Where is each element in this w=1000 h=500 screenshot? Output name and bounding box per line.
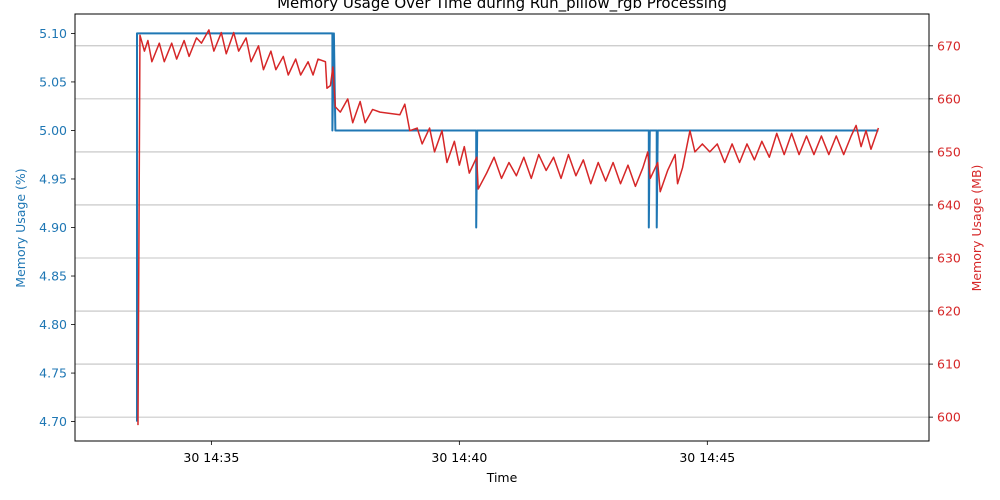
y-right-tick-label: 600: [937, 410, 961, 425]
y-axis-left-label: Memory Usage (%): [13, 168, 28, 287]
y-left-tick-label: 4.85: [39, 269, 67, 284]
y-right-tick-label: 660: [937, 91, 961, 106]
y-left-tick-label: 4.80: [39, 317, 67, 332]
x-tick-label: 30 14:45: [679, 450, 735, 465]
x-axis: 30 14:35 30 14:40 30 14:45: [183, 441, 735, 465]
y-right-tick-label: 620: [937, 304, 961, 319]
y-left-tick-label: 4.90: [39, 220, 67, 235]
chart-title: Memory Usage Over Time during Run_pillow…: [277, 0, 727, 13]
y-right-tick-label: 640: [937, 197, 961, 212]
y-right-tick-label: 650: [937, 144, 961, 159]
x-tick-label: 30 14:40: [431, 450, 487, 465]
y-right-tick-label: 670: [937, 38, 961, 53]
y-right-tick-label: 610: [937, 357, 961, 372]
series-mb-group: [137, 29, 880, 426]
y-axis-right: 600 610 620 630 640 650 660 670: [929, 38, 961, 425]
y-axis-right-label: Memory Usage (MB): [969, 165, 984, 292]
series-mb-line: [137, 29, 880, 426]
y-left-tick-label: 4.70: [39, 414, 67, 429]
y-left-tick-label: 5.10: [39, 26, 67, 41]
y-left-tick-label: 4.75: [39, 366, 67, 381]
x-axis-label: Time: [486, 470, 518, 485]
x-tick-label: 30 14:35: [183, 450, 239, 465]
y-left-tick-label: 4.95: [39, 171, 67, 186]
y-left-tick-label: 5.05: [39, 74, 67, 89]
y-left-tick-label: 5.00: [39, 123, 67, 138]
y-right-tick-label: 630: [937, 251, 961, 266]
series-percent-line: [135, 32, 879, 422]
grid-lines: [75, 45, 929, 418]
y-axis-left: 4.70 4.75 4.80 4.85 4.90 4.95 5.00 5.05 5.10: [39, 26, 75, 429]
series-percent-group: [135, 32, 879, 422]
